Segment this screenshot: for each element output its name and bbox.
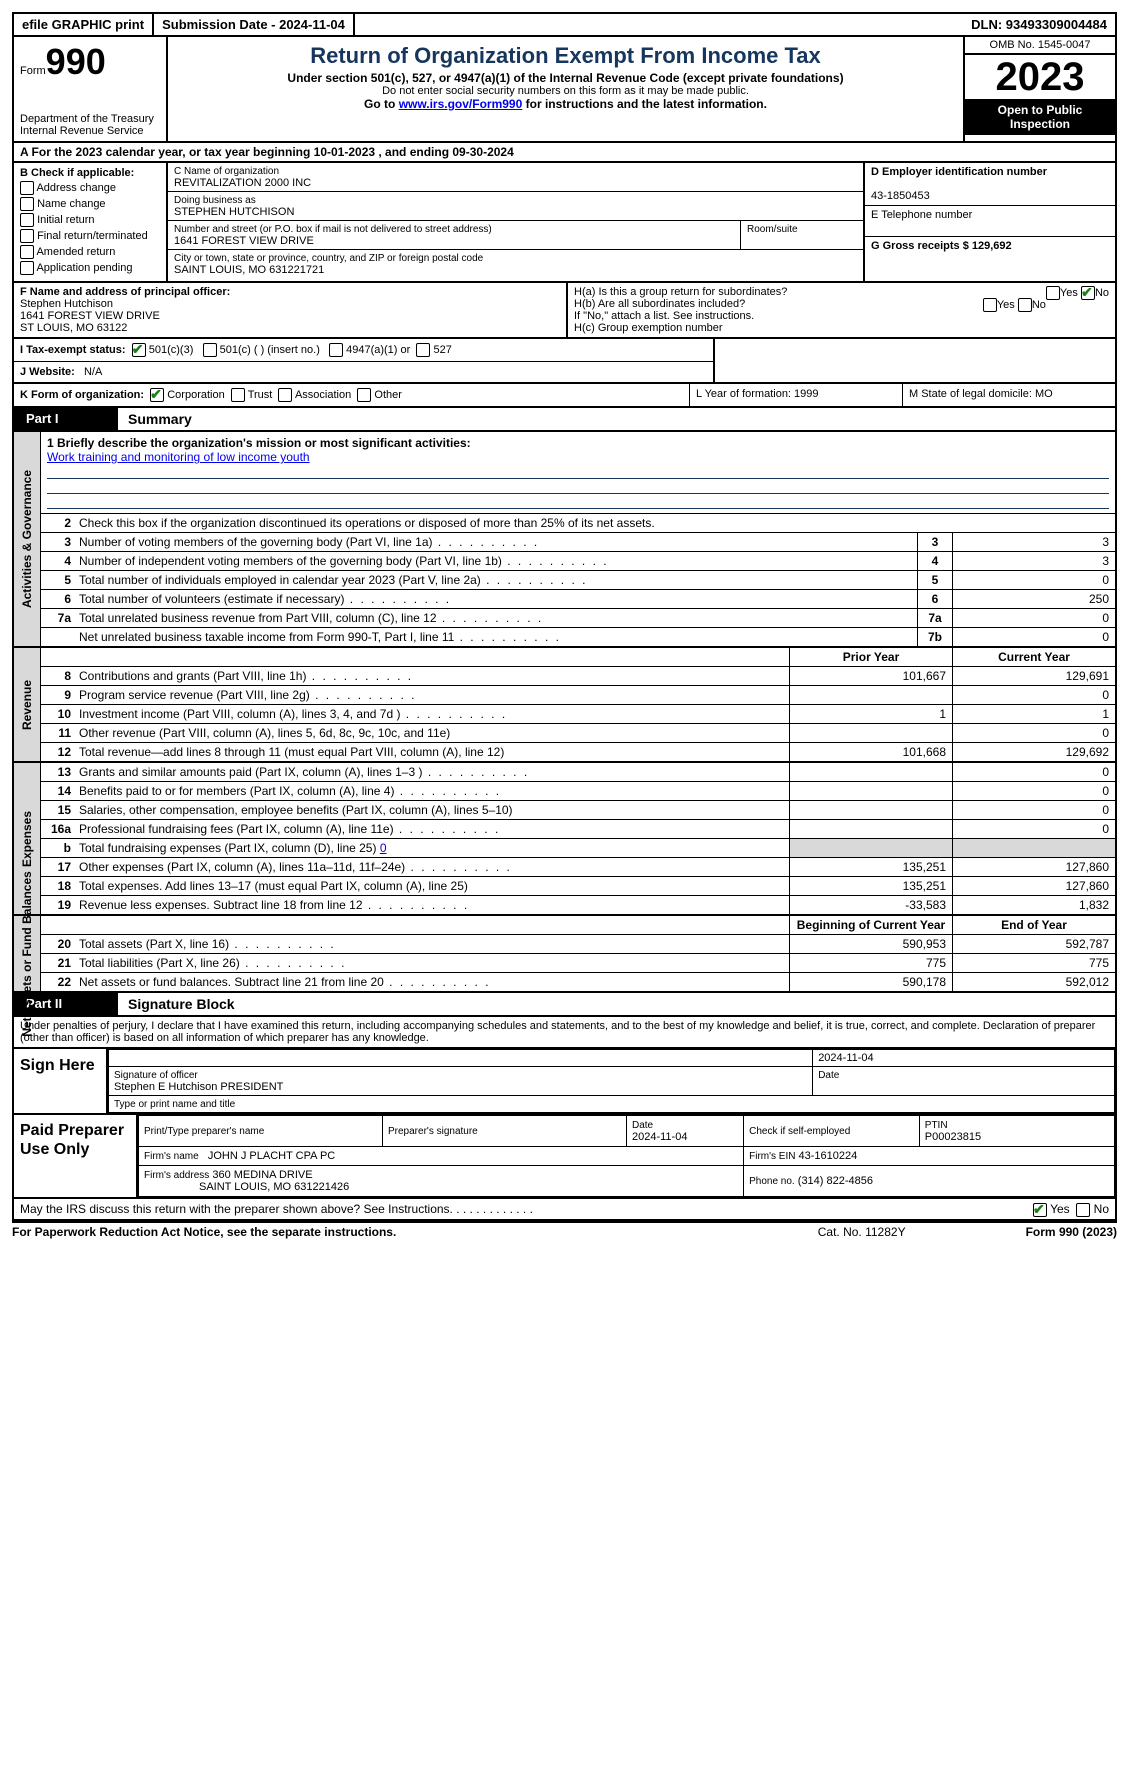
chk-501c3[interactable] [132,343,146,357]
irs-discuss: May the IRS discuss this return with the… [12,1199,1117,1221]
firm-phone: (314) 822-4856 [798,1175,873,1187]
governance-section: Activities & Governance 1 Briefly descri… [12,432,1117,648]
vtab-revenue: Revenue [20,679,34,729]
ij-block: I Tax-exempt status: 501(c)(3) 501(c) ( … [12,339,1117,384]
irs-link[interactable]: www.irs.gov/Form990 [399,97,523,111]
chk-name-change[interactable]: Name change [20,197,160,211]
vtab-netassets: Net Assets or Fund Balances [20,871,34,1037]
paid-preparer: Paid Preparer Use Only Print/Type prepar… [12,1115,1117,1199]
expenses-section: Expenses 13Grants and similar amounts pa… [12,763,1117,916]
dba: STEPHEN HUTCHISON [174,206,294,218]
goto-note: Go to www.irs.gov/Form990 for instructio… [176,97,955,111]
line-m: M State of legal domicile: MO [903,384,1115,406]
mission-block: 1 Briefly describe the organization's mi… [41,432,1115,514]
chk-app-pending[interactable]: Application pending [20,261,160,275]
fh-block: F Name and address of principal officer:… [12,283,1117,339]
dln: DLN: 93493309004484 [963,14,1115,35]
box-f: F Name and address of principal officer:… [14,283,568,337]
city: SAINT LOUIS, MO 631221721 [174,264,324,276]
chk-trust[interactable] [231,388,245,402]
line-a: A For the 2023 calendar year, or tax yea… [12,143,1117,163]
sign-date: 2024-11-04 [818,1052,873,1064]
firm-ein: 43-1610224 [799,1150,858,1162]
topbar: efile GRAPHIC print Submission Date - 20… [12,12,1117,37]
val-3: 3 [952,533,1115,551]
part2-header: Part II Signature Block [12,993,1117,1017]
line-l: L Year of formation: 1999 [690,384,903,406]
ssn-note: Do not enter social security numbers on … [176,85,955,97]
chk-initial-return[interactable]: Initial return [20,213,160,227]
public-inspection: Open to Public Inspection [965,99,1115,135]
form-number: 990 [46,41,106,82]
vtab-governance: Activities & Governance [20,470,34,608]
val-7b: 0 [952,628,1115,646]
box-deg: D Employer identification number 43-1850… [863,163,1115,281]
hb-yes[interactable] [983,298,997,312]
ha-no[interactable] [1081,286,1095,300]
discuss-yes[interactable] [1033,1203,1047,1217]
box-h: H(a) Is this a group return for subordin… [568,283,1115,337]
ptin: P00023815 [925,1131,981,1143]
declaration: Under penalties of perjury, I declare th… [12,1017,1117,1049]
part1-header: Part I Summary [12,408,1117,432]
street: 1641 FOREST VIEW DRIVE [174,235,314,247]
val-4: 3 [952,552,1115,570]
line-j: J Website: N/A [14,362,713,382]
submission-date: Submission Date - 2024-11-04 [154,14,355,35]
fundraising-link[interactable]: 0 [380,841,387,855]
mission-text[interactable]: Work training and monitoring of low inco… [47,450,310,464]
tax-year: 2023 [965,55,1115,99]
sign-here: Sign Here 2024-11-04 Signature of office… [12,1049,1117,1115]
ein: 43-1850453 [871,190,930,202]
chk-address-change[interactable]: Address change [20,181,160,195]
line-k: K Form of organization: Corporation Trus… [14,384,690,406]
bcdeg-block: B Check if applicable: Address change Na… [12,163,1117,283]
form-subtitle: Under section 501(c), 527, or 4947(a)(1)… [176,71,955,85]
chk-amended[interactable]: Amended return [20,245,160,259]
chk-corp[interactable] [150,388,164,402]
box-b: B Check if applicable: Address change Na… [14,163,168,281]
department: Department of the TreasuryInternal Reven… [20,113,160,137]
org-name: REVITALIZATION 2000 INC [174,177,311,189]
discuss-no[interactable] [1076,1203,1090,1217]
chk-501c[interactable] [203,343,217,357]
ha-yes[interactable] [1046,286,1060,300]
omb-number: OMB No. 1545-0047 [965,37,1115,55]
vtab-expenses: Expenses [20,810,34,866]
form-title: Return of Organization Exempt From Incom… [176,43,955,69]
footer: For Paperwork Reduction Act Notice, see … [12,1221,1117,1239]
box-c: C Name of organization REVITALIZATION 20… [168,163,863,281]
hb-no[interactable] [1018,298,1032,312]
chk-4947[interactable] [329,343,343,357]
chk-assoc[interactable] [278,388,292,402]
revenue-section: Revenue Prior YearCurrent Year 8Contribu… [12,648,1117,763]
line-i: I Tax-exempt status: 501(c)(3) 501(c) ( … [14,339,713,362]
val-5: 0 [952,571,1115,589]
klm-block: K Form of organization: Corporation Trus… [12,384,1117,408]
officer-name: Stephen E Hutchison PRESIDENT [114,1081,283,1093]
val-6: 250 [952,590,1115,608]
chk-other[interactable] [357,388,371,402]
val-7a: 0 [952,609,1115,627]
chk-527[interactable] [416,343,430,357]
form-word: Form [20,65,46,77]
netassets-section: Net Assets or Fund Balances Beginning of… [12,916,1117,993]
firm-name: JOHN J PLACHT CPA PC [208,1150,335,1162]
gross-receipts: G Gross receipts $ 129,692 [871,240,1012,252]
form-header: Form990 Department of the TreasuryIntern… [12,37,1117,143]
efile-label: efile GRAPHIC print [14,14,154,35]
chk-final-return[interactable]: Final return/terminated [20,229,160,243]
